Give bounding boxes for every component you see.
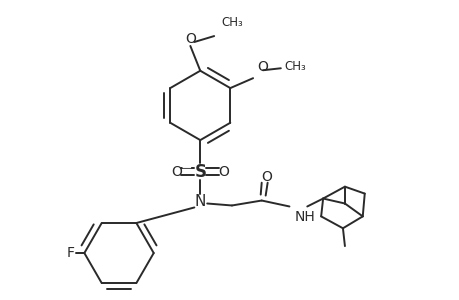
Text: N: N: [194, 194, 206, 209]
Text: NH: NH: [294, 210, 314, 224]
Text: CH₃: CH₃: [221, 16, 242, 29]
Text: O: O: [257, 60, 267, 74]
Text: O: O: [171, 165, 182, 179]
Text: O: O: [185, 32, 196, 46]
Text: O: O: [261, 170, 272, 184]
Text: CH₃: CH₃: [284, 60, 306, 73]
Text: S: S: [194, 163, 206, 181]
Text: =: =: [180, 164, 192, 178]
Text: O: O: [218, 165, 229, 179]
Text: F: F: [66, 246, 74, 260]
